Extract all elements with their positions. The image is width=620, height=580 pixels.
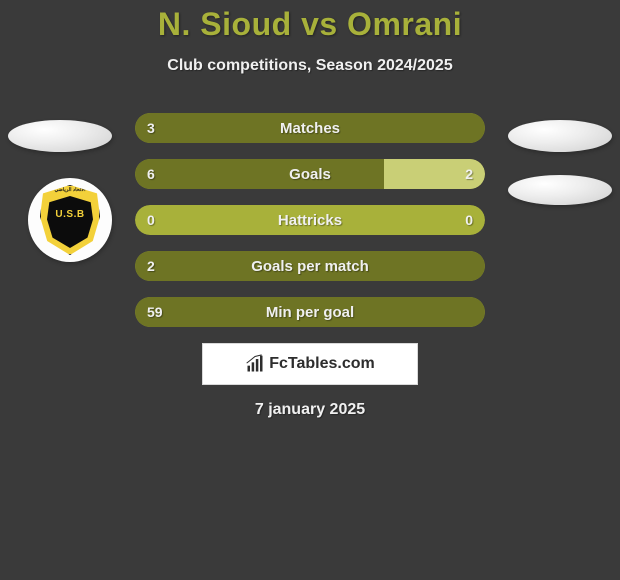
page-title: N. Sioud vs Omrani — [0, 6, 620, 43]
bar-chart-icon — [245, 354, 265, 374]
brand-text: FcTables.com — [269, 355, 375, 373]
stat-label: Matches — [135, 113, 485, 143]
date-text: 7 january 2025 — [0, 401, 620, 419]
stat-row: 2Goals per match — [135, 251, 485, 281]
stat-label: Hattricks — [135, 205, 485, 235]
stat-row: 62Goals — [135, 159, 485, 189]
stat-label: Goals per match — [135, 251, 485, 281]
stat-row: 3Matches — [135, 113, 485, 143]
stat-row: 00Hattricks — [135, 205, 485, 235]
stat-label: Min per goal — [135, 297, 485, 327]
brand-box[interactable]: FcTables.com — [202, 343, 418, 385]
stats-bars: 3Matches 62Goals 00Hattricks 2Goals per mat… — [135, 113, 485, 327]
stat-row: 59Min per goal — [135, 297, 485, 327]
stat-label: Goals — [135, 159, 485, 189]
page-subtitle: Club competitions, Season 2024/2025 — [0, 57, 620, 75]
